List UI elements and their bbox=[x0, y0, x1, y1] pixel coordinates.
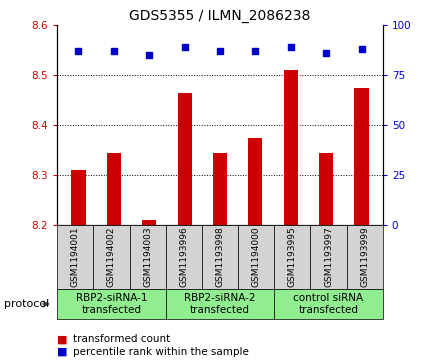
Point bbox=[252, 48, 259, 54]
Text: percentile rank within the sample: percentile rank within the sample bbox=[73, 347, 249, 357]
Text: GSM1193997: GSM1193997 bbox=[324, 227, 333, 287]
Bar bbox=[355, 88, 369, 225]
Text: GSM1194001: GSM1194001 bbox=[71, 227, 80, 287]
Text: ■: ■ bbox=[57, 347, 68, 357]
Text: protocol: protocol bbox=[4, 299, 50, 309]
Point bbox=[287, 44, 294, 50]
Text: GSM1193999: GSM1193999 bbox=[360, 227, 369, 287]
Bar bbox=[319, 153, 333, 225]
Text: ■: ■ bbox=[57, 334, 68, 344]
Text: GSM1194003: GSM1194003 bbox=[143, 227, 152, 287]
Point bbox=[181, 44, 188, 50]
Point bbox=[110, 48, 117, 54]
Point bbox=[323, 50, 330, 56]
Bar bbox=[107, 153, 121, 225]
Bar bbox=[248, 138, 263, 225]
Title: GDS5355 / ILMN_2086238: GDS5355 / ILMN_2086238 bbox=[129, 9, 311, 23]
Point bbox=[146, 52, 153, 58]
Point bbox=[216, 48, 224, 54]
Point bbox=[75, 48, 82, 54]
Text: GSM1193998: GSM1193998 bbox=[216, 227, 224, 287]
Point bbox=[358, 46, 365, 52]
Bar bbox=[284, 70, 298, 225]
Text: GSM1193996: GSM1193996 bbox=[180, 227, 188, 287]
Bar bbox=[213, 153, 227, 225]
Text: transformed count: transformed count bbox=[73, 334, 170, 344]
Text: GSM1194002: GSM1194002 bbox=[107, 227, 116, 287]
Bar bbox=[177, 93, 192, 225]
Bar bbox=[142, 220, 156, 225]
Text: RBP2-siRNA-1
transfected: RBP2-siRNA-1 transfected bbox=[76, 293, 147, 315]
Text: RBP2-siRNA-2
transfected: RBP2-siRNA-2 transfected bbox=[184, 293, 256, 315]
Bar bbox=[71, 170, 85, 225]
Text: GSM1193995: GSM1193995 bbox=[288, 227, 297, 287]
Text: control siRNA
transfected: control siRNA transfected bbox=[293, 293, 363, 315]
Text: GSM1194000: GSM1194000 bbox=[252, 227, 260, 287]
